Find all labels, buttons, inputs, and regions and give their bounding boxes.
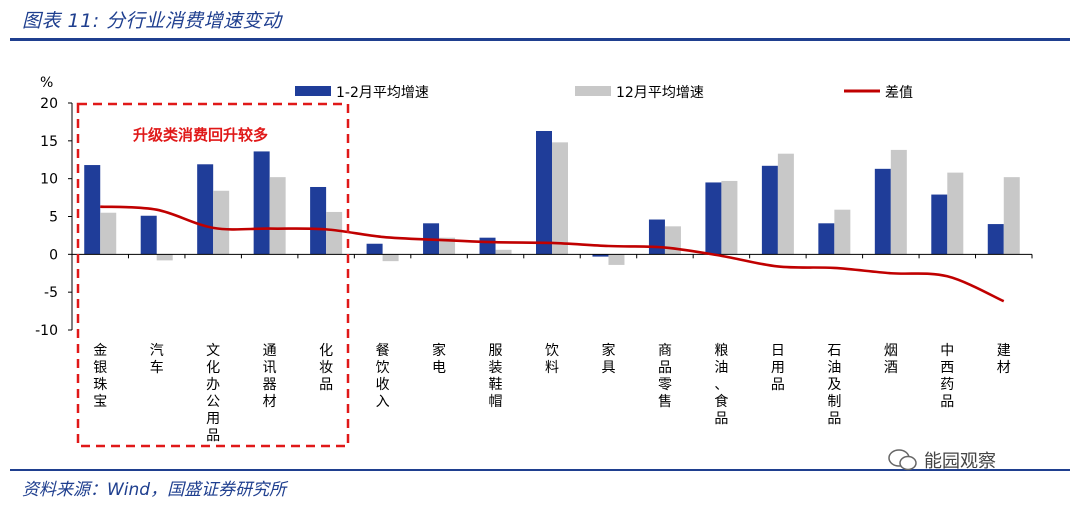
bar-series1 (761, 165, 778, 255)
x-tick-label: 汽车 (150, 343, 164, 376)
x-tick-label: 粮油、食品 (714, 343, 728, 427)
bar-series1 (818, 223, 835, 255)
x-tick-label: 石油及制品 (827, 343, 841, 427)
figure-title: 图表 11: 分行业消费增速变动 (22, 10, 282, 32)
bar-series1 (479, 237, 496, 255)
bar-series1 (140, 215, 157, 255)
footer-rule (10, 469, 1070, 471)
bar-series2 (947, 172, 964, 255)
bar-series2 (1003, 177, 1020, 255)
legend: 1-2月平均增速 12月平均增速 差值 (295, 85, 913, 101)
x-tick-label: 饮料 (545, 343, 559, 376)
bar-series2 (439, 237, 456, 255)
bar-series1 (648, 219, 665, 255)
bar-series2 (834, 209, 851, 255)
bar-series1 (987, 224, 1004, 255)
y-tick-label: 0 (49, 247, 58, 263)
title-rule (10, 38, 1070, 41)
y-tick-label: 10 (40, 172, 58, 188)
x-tick-label: 通讯器材 (263, 343, 277, 410)
legend-label-line: 差值 (885, 85, 913, 101)
bar-series1 (592, 254, 609, 257)
x-tick-label: 餐饮收入 (376, 343, 390, 410)
category-labels: 金银珠宝 汽车 文化办公用品 通讯器材 化妆品 餐饮收入 家电 服装鞋帽 饮料 家具 商品零售 粮油、… (93, 342, 1011, 444)
bars (84, 130, 1020, 265)
bar-series2 (721, 180, 738, 255)
bar-series2 (608, 254, 625, 265)
y-tick-label: 15 (40, 134, 58, 150)
highlight-annotation: 升级类消费回升较多 (133, 126, 268, 144)
x-tick-label: 中西药品 (940, 343, 954, 410)
bar-series1 (931, 194, 948, 255)
watermark: 能园观察 (888, 447, 996, 473)
bar-series2 (777, 153, 794, 255)
bar-series2 (552, 142, 568, 255)
bar-series2 (156, 254, 173, 261)
bar-series2 (269, 177, 286, 255)
bar-series1 (197, 164, 214, 255)
x-tick-label: 家电 (432, 342, 446, 376)
y-tick-label: -5 (44, 285, 58, 301)
y-tick-label: 20 (40, 96, 58, 112)
bar-series2 (100, 212, 117, 255)
x-tick-label: 金银珠宝 (93, 343, 107, 410)
y-unit-label: % (40, 75, 53, 91)
bar-series2 (213, 190, 230, 255)
y-tick-label: -10 (35, 323, 58, 339)
legend-label-series2: 12月平均增速 (616, 85, 704, 101)
x-tick-label: 日用品 (771, 343, 785, 393)
x-tick-label: 家具 (601, 342, 615, 376)
y-tick-label: 5 (49, 210, 58, 226)
bar-series1 (705, 182, 722, 255)
axes (71, 103, 1033, 330)
y-ticks: 20 15 10 5 0 -5 -10 (35, 96, 72, 339)
bar-series1 (536, 130, 552, 255)
x-tick-label: 文化办公用品 (206, 343, 220, 444)
chart: 1-2月平均增速 12月平均增速 差值 % 20 15 10 5 0 -5 -10 金银珠宝… (35, 75, 1033, 448)
legend-swatch-series2 (575, 86, 611, 96)
watermark-text: 能园观察 (924, 451, 996, 472)
x-tick-label: 烟酒 (884, 343, 898, 376)
legend-label-series1: 1-2月平均增速 (336, 85, 429, 101)
bar-series1 (874, 168, 891, 255)
bar-series1 (84, 165, 101, 255)
bar-series2 (326, 211, 343, 255)
series-line-diff (100, 205, 1005, 303)
source-note: 资料来源：Wind，国盛证券研究所 (22, 480, 287, 500)
legend-swatch-series1 (295, 86, 331, 96)
bar-series2 (495, 249, 512, 255)
bar-series2 (890, 149, 907, 255)
bar-series1 (366, 243, 383, 255)
x-tick-label: 建材 (997, 343, 1011, 376)
wechat-icon (888, 449, 917, 471)
bar-series1 (253, 151, 270, 255)
highlight-box (76, 102, 350, 448)
x-tick-label: 化妆品 (319, 343, 333, 393)
x-tick-label: 商品零售 (658, 343, 672, 410)
x-tick-label: 服装鞋帽 (489, 343, 503, 410)
bar-series2 (382, 254, 399, 262)
bar-series1 (310, 186, 327, 255)
